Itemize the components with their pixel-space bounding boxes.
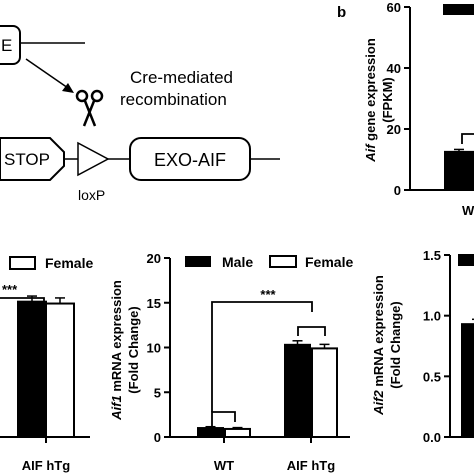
panel-aif1-htg-bracket: [297, 326, 326, 336]
panel-b-bracket: [461, 133, 474, 144]
panel-b-y-tick-label: 60: [387, 0, 401, 15]
panel-aif1-category-wt: WT: [214, 458, 234, 473]
legend-male-swatch: [185, 256, 211, 267]
panel-aif2-ylabel-line2: (Fold Change): [388, 301, 403, 388]
panel-aif1-category-htg: AIF hTg: [287, 458, 335, 473]
panel-left-bars: [17, 295, 75, 438]
panel-left-category-label: AIF hTg: [22, 458, 70, 473]
panel-aif2-axis: 0.0 0.5 1.0 1.5: [423, 248, 474, 445]
panel-b-category-label: W: [462, 203, 474, 218]
panel-left-sig-label: ***: [2, 282, 18, 297]
panel-aif1-bar: [311, 347, 338, 438]
panel-b-y-tick-label: 20: [387, 122, 401, 137]
panel-aif1-bars: [197, 340, 338, 439]
panel-left-bar: [45, 302, 75, 438]
panel-b-y-tick-label: 0: [394, 183, 401, 198]
recombination-arrowhead: [62, 83, 74, 93]
panel-b-bars: [444, 148, 474, 191]
loxp-triangle: [77, 141, 110, 177]
chart-panel-aif2: Aif2 mRNA expression (Fold Change) 0.00.…: [371, 248, 474, 445]
panel-aif2-y-tick-label: 0.0: [423, 430, 441, 445]
panel-aif1-bar: [284, 343, 311, 438]
panel-b-y-tick-label: 40: [387, 61, 401, 76]
panel-aif1-y-tick-label: 10: [147, 341, 161, 356]
legend-left-female-swatch: [9, 256, 36, 270]
chart-panel-b: b Aif gene expression (FPKM) 0 20 40 60 W: [337, 0, 474, 218]
promoter-box-label: E: [1, 36, 12, 55]
panel-aif1-y-tick-label: 5: [154, 385, 161, 400]
exo-aif-box: [129, 137, 251, 181]
legend-female-label: Female: [305, 254, 353, 270]
recombination-label-line1: Cre-mediated: [130, 68, 233, 87]
legend-left-female-label: Female: [45, 255, 93, 271]
recombination-diagram: E Cre-mediated recombination STOP loxP E…: [0, 25, 280, 203]
stop-octagon: [0, 137, 65, 181]
panel-aif2-bar: [461, 323, 474, 438]
panel-aif1-sig-label: ***: [260, 287, 276, 302]
panel-aif1-axis: 0 5 10 15 20: [147, 251, 350, 445]
panel-aif1-wt-bracket: [211, 411, 236, 430]
panel-aif1-bar: [224, 427, 251, 439]
panel-left-sig-bracket: [0, 297, 45, 306]
chart-panel-aif1: Aif1 mRNA expression (Fold Change) Male …: [109, 251, 353, 473]
panel-aif1-y-tick-label: 0: [154, 430, 161, 445]
panel-aif2-y-tick-label: 1.5: [423, 248, 441, 263]
panel-b-axis: 0 20 40 60: [387, 0, 474, 198]
panel-aif2-y-tick-label: 1.0: [423, 309, 441, 324]
chart-panel-left: Female *** AIF hTg: [0, 255, 93, 473]
panel-aif1-y-tick-label: 20: [147, 251, 161, 266]
panel-left-bar: [17, 300, 47, 438]
loxp-label: loxP: [78, 187, 105, 203]
panel-b-legend-swatch: [443, 4, 474, 15]
panel-b-ylabel-line1: Aif gene expression: [363, 38, 378, 163]
panel-label-b: b: [337, 4, 346, 21]
legend-female-swatch: [269, 255, 297, 268]
panel-aif1-y-tick-label: 15: [147, 296, 161, 311]
panel-aif2-ylabel-line1: Aif2 mRNA expression: [371, 275, 386, 416]
panel-aif2-y-tick-label: 0.5: [423, 369, 441, 384]
exo-aif-label: EXO-AIF: [154, 150, 226, 170]
panel-aif1-bar: [197, 427, 224, 438]
legend-male-label: Male: [222, 254, 253, 270]
scissors-icon: [75, 89, 104, 127]
stop-label: STOP: [4, 150, 50, 169]
recombination-label-line2: recombination: [120, 90, 227, 109]
panel-b-bar: [444, 150, 474, 191]
panel-aif1-ylabel-line2: (Fold Change): [126, 306, 141, 393]
panel-b-ylabel-line2: (FPKM): [380, 77, 395, 123]
panel-aif1-sig-bracket: [211, 301, 313, 412]
panel-aif2-legend-swatch: [458, 254, 474, 266]
promoter-box: [0, 25, 21, 65]
recombination-arrow: [25, 58, 69, 89]
panel-aif2-bars: [461, 318, 474, 438]
panel-aif1-ylabel-line1: Aif1 mRNA expression: [109, 280, 124, 421]
